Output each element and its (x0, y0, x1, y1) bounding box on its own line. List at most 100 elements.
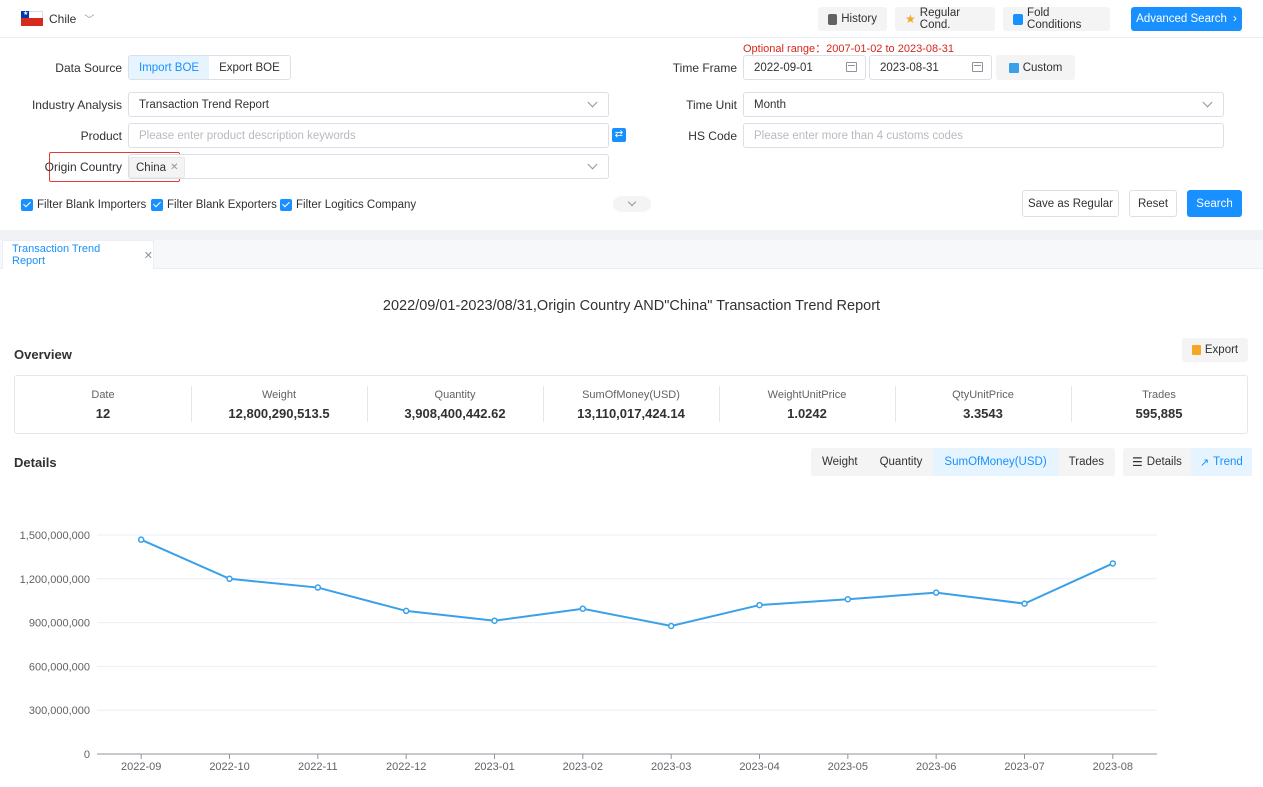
industry-analysis-select[interactable]: Transaction Trend Report (128, 92, 609, 117)
product-placeholder: Please enter product description keyword… (139, 129, 356, 142)
details-title: Details (14, 455, 57, 470)
optional-range-note: Optional range：2007-01-02 to 2023-08-31 (743, 43, 954, 55)
data-point (579, 605, 587, 612)
y-tick-label: 600,000,000 (29, 661, 90, 673)
origin-tag-label: China (136, 161, 167, 174)
y-tick-label: 300,000,000 (29, 705, 90, 717)
tab-trades[interactable]: Trades (1068, 456, 1105, 468)
tab-sum-of-money[interactable]: SumOfMoney(USD) (933, 448, 1058, 476)
data-point (1021, 600, 1028, 607)
time-end-field[interactable]: 2023-08-31 (869, 55, 992, 80)
filter-blank-importers-checkbox[interactable]: Filter Blank Importers (21, 199, 146, 211)
time-start-field[interactable]: 2022-09-01 (743, 55, 866, 80)
hs-code-input[interactable]: Please enter more than 4 customs codes (743, 123, 1224, 148)
series-line (140, 538, 1114, 627)
view-tabs: ☰ Details ↗ Trend (1123, 448, 1252, 476)
data-point (1109, 560, 1117, 567)
checkbox-label: Filter Blank Exporters (167, 199, 277, 211)
history-icon (828, 13, 838, 25)
country-selector[interactable]: ★ Chile ﹀ (21, 11, 94, 26)
time-unit-select[interactable]: Month (743, 92, 1224, 117)
tab-quantity[interactable]: Quantity (879, 456, 923, 468)
export-boe-option[interactable]: Export BOE (219, 61, 280, 74)
product-search-icon[interactable]: ⇄ (612, 128, 626, 142)
filter-logistics-checkbox[interactable]: Filter Logitics Company (280, 199, 416, 211)
tab-trend-view[interactable]: ↗ Trend (1190, 448, 1252, 476)
overview-cell-weight: Weight 12,800,290,513.5 (191, 376, 367, 433)
advanced-search-button[interactable]: Advanced Search › (1131, 7, 1242, 31)
time-start-value: 2022-09-01 (754, 61, 813, 74)
overview-cell-quantity: Quantity 3,908,400,442.62 (367, 376, 543, 433)
filter-blank-exporters-checkbox[interactable]: Filter Blank Exporters (151, 199, 277, 211)
export-icon (1191, 345, 1201, 355)
y-tick-label: 1,200,000,000 (20, 574, 90, 586)
data-source-label: Data Source (55, 61, 122, 75)
regular-cond-label: Regular Cond. (919, 7, 961, 31)
x-tick-label: 2023-08 (1093, 761, 1133, 773)
overview-cell-weight-unit-price: WeightUnitPrice 1.0242 (719, 376, 895, 433)
overview-value: 3.3543 (963, 405, 1003, 421)
origin-country-select[interactable] (128, 154, 609, 179)
trend-chart-icon: ↗ (1199, 456, 1210, 469)
calendar-icon (972, 62, 983, 72)
hs-code-label: HS Code (688, 129, 737, 143)
star-icon: ★ (905, 12, 916, 26)
expand-filters-toggle[interactable] (613, 196, 651, 212)
history-label: History (841, 13, 877, 25)
close-icon[interactable]: ✕ (143, 249, 153, 262)
chevron-down-icon: ﹀ (84, 15, 95, 26)
data-point (314, 584, 322, 591)
y-tick-label: 0 (84, 749, 90, 761)
custom-button[interactable]: Custom (996, 55, 1075, 80)
overview-title: Overview (14, 347, 72, 362)
metric-tabs: Weight Quantity SumOfMoney(USD) Trades (811, 448, 1116, 476)
x-tick-label: 2023-07 (1004, 761, 1044, 773)
overview-cell-trades: Trades 595,885 (1071, 376, 1247, 433)
export-button[interactable]: Export (1182, 338, 1248, 362)
history-button[interactable]: History (818, 7, 887, 31)
x-tick-label: 2023-01 (474, 761, 514, 773)
tab-label: Transaction Trend Report (12, 243, 101, 267)
advanced-search-label: Advanced Search (1136, 13, 1227, 25)
table-icon: ☰ (1132, 455, 1143, 469)
chevron-down-icon (587, 159, 598, 170)
filter-panel: Optional range：2007-01-02 to 2023-08-31 … (0, 38, 1263, 230)
save-as-regular-button[interactable]: Save as Regular (1022, 190, 1119, 217)
x-tick-label: 2023-02 (563, 761, 603, 773)
overview-value: 12,800,290,513.5 (228, 405, 330, 421)
overview-value: 13,110,017,424.14 (577, 405, 685, 421)
report-panel: 2022/09/01-2023/08/31,Origin Country AND… (0, 269, 1263, 787)
overview-value: 3,908,400,442.62 (404, 405, 506, 421)
x-tick-label: 2023-05 (828, 761, 868, 773)
trend-view-label: Trend (1213, 456, 1243, 468)
fold-conditions-button[interactable]: Fold Conditions (1003, 7, 1110, 31)
custom-icon (1008, 62, 1019, 73)
search-button[interactable]: Search (1187, 190, 1242, 217)
overview-cell-sum-of-money: SumOfMoney(USD) 13,110,017,424.14 (543, 376, 719, 433)
time-unit-label: Time Unit (686, 98, 737, 112)
report-title: 2022/09/01-2023/08/31,Origin Country AND… (382, 298, 881, 314)
tab-weight[interactable]: Weight (822, 456, 858, 468)
data-point (137, 536, 145, 543)
regular-cond-button[interactable]: ★ Regular Cond. (895, 7, 995, 31)
reset-button[interactable]: Reset (1129, 190, 1177, 217)
custom-label: Custom (1022, 61, 1063, 74)
fold-icon (1013, 13, 1024, 25)
overview-label: WeightUnitPrice (767, 388, 847, 401)
close-icon[interactable]: ✕ (170, 162, 179, 173)
product-input[interactable]: Please enter product description keyword… (128, 123, 609, 148)
data-point (402, 607, 410, 615)
overview-summary: Date 12 Weight 12,800,290,513.5 Quantity 3,… (14, 375, 1248, 434)
import-boe-option[interactable]: Import BOE (129, 56, 210, 79)
checkbox-checked-icon (21, 199, 33, 211)
data-point (932, 589, 940, 596)
tab-details-view[interactable]: ☰ Details (1123, 448, 1191, 476)
checkbox-label: Filter Blank Importers (37, 199, 147, 211)
y-tick-label: 900,000,000 (29, 618, 90, 630)
data-point (756, 601, 763, 609)
x-tick-label: 2022-12 (386, 761, 426, 773)
tab-transaction-trend-report[interactable]: Transaction Trend Report ✕ (2, 240, 154, 269)
checkbox-checked-icon (280, 199, 292, 211)
checkbox-checked-icon (151, 199, 163, 211)
data-point (226, 575, 233, 583)
